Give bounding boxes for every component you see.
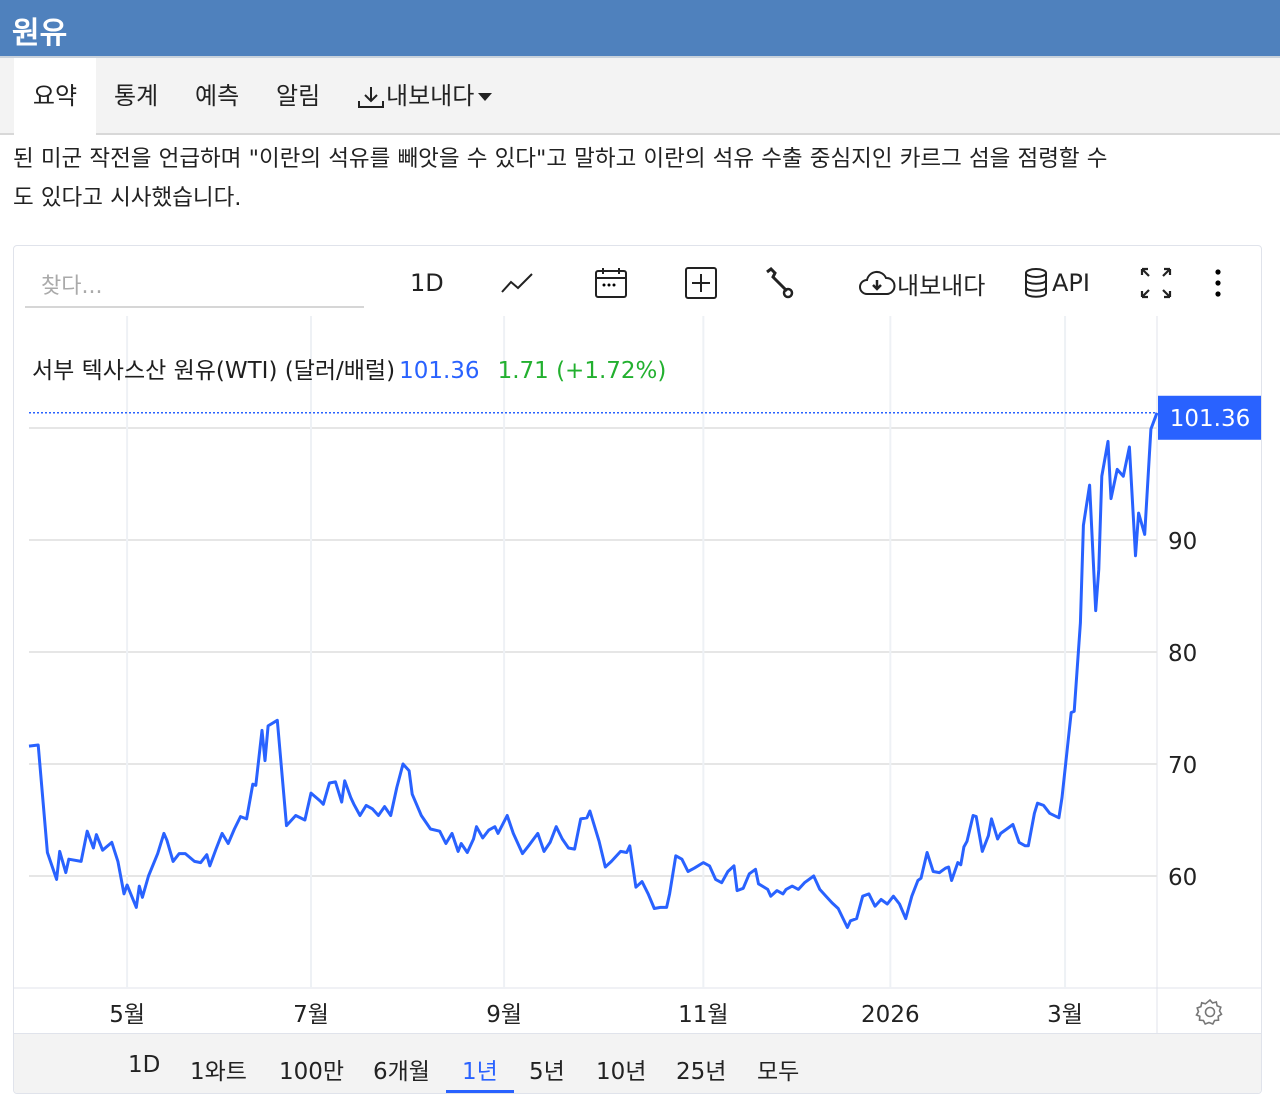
export-button[interactable]: 내보내다 (857, 263, 985, 303)
range-button[interactable]: 25년 (676, 1059, 727, 1085)
legend-symbol-name: 서부 텍사스산 원유(WTI) (달러/배럴) (32, 358, 396, 384)
tab-export-label: 내보내다 (386, 82, 475, 110)
page-title: 원유 (12, 16, 68, 51)
y-tick-label: 80 (1168, 641, 1197, 667)
page-header: 원유 (0, 0, 1280, 58)
legend-change: 1.71 (+1.72%) (497, 358, 667, 384)
last-price-badge (1158, 395, 1261, 440)
line-chart-icon (501, 273, 533, 293)
x-tick-label: 5월 (109, 1002, 145, 1028)
download-icon (358, 87, 384, 108)
api-button[interactable]: API (1022, 263, 1090, 303)
tab-statistics[interactable]: 통계 (114, 82, 159, 110)
range-button[interactable]: 100만 (279, 1059, 345, 1085)
article-line: 도 있다고 시사했습니다. (13, 185, 242, 211)
cloud-download-icon (859, 270, 896, 295)
tab-export[interactable]: 내보내다 (356, 58, 493, 135)
y-tick-label: 60 (1168, 865, 1197, 891)
time-range-bar: 1D 1와트 100만 6개월 1년 5년 10년 25년 모두 (14, 1033, 1261, 1093)
x-tick-label: 9월 (486, 1002, 522, 1028)
y-tick-label: 70 (1168, 753, 1197, 779)
price-line-series (28, 412, 1159, 929)
interval-button[interactable]: 1D (410, 269, 444, 297)
x-tick-label: 3월 (1047, 1002, 1083, 1028)
wrench-icon (766, 267, 794, 299)
settings-gear-icon[interactable] (1195, 997, 1225, 1027)
article-text: 된 미군 작전을 언급하며 "이란의 석유를 빼앗을 수 있다"고 말하고 이란… (13, 140, 1275, 218)
range-button[interactable]: 6개월 (373, 1059, 430, 1085)
chart-type-button[interactable] (499, 263, 535, 303)
date-range-button[interactable] (594, 263, 628, 303)
database-icon (1025, 268, 1047, 298)
range-button[interactable]: 1년 (446, 1052, 514, 1093)
x-tick-label: 11월 (678, 1002, 728, 1028)
range-button[interactable]: 1와트 (190, 1059, 247, 1085)
api-label: API (1052, 269, 1090, 297)
symbol-search-input[interactable] (25, 266, 364, 308)
calendar-icon (595, 268, 627, 298)
price-chart[interactable]: 60 70 80 90 5월 7월 9월 11월 2026 3월 101.36 (14, 246, 1262, 1036)
range-button[interactable]: 5년 (529, 1059, 565, 1085)
legend-price: 101.36 (399, 358, 480, 384)
more-options-button[interactable] (1208, 263, 1228, 303)
more-vertical-icon (1215, 269, 1221, 297)
tab-alerts[interactable]: 알림 (276, 82, 321, 110)
chart-legend: 서부 텍사스산 원유(WTI) (달러/배럴) 101.36 1.71 (+1.72… (32, 351, 666, 385)
fullscreen-button[interactable] (1138, 263, 1174, 303)
y-tick-label: 90 (1168, 529, 1197, 555)
chart-widget: 1D 내보내다 API 60 70 80 90 5월 7월 9월 11월 2026 3월 101.3… (13, 245, 1262, 1094)
tab-summary[interactable]: 요약 (14, 58, 96, 137)
tab-forecast[interactable]: 예측 (195, 82, 240, 110)
caret-down-icon (478, 93, 493, 101)
range-button[interactable]: 10년 (596, 1059, 647, 1085)
article-line: 된 미군 작전을 언급하며 "이란의 석유를 빼앗을 수 있다"고 말하고 이란… (13, 146, 1108, 172)
compare-button[interactable] (684, 263, 718, 303)
x-tick-label: 2026 (861, 1002, 920, 1028)
fullscreen-icon (1140, 267, 1172, 299)
tab-bar: 요약 통계 예측 알림 내보내다 (0, 58, 1280, 137)
range-button[interactable]: 1D (128, 1052, 161, 1078)
plus-box-icon (685, 267, 717, 299)
x-tick-label: 7월 (293, 1002, 329, 1028)
range-button[interactable]: 모두 (757, 1059, 800, 1085)
export-label: 내보내다 (897, 271, 986, 300)
indicators-button[interactable] (763, 263, 795, 303)
last-price-label: 101.36 (1170, 406, 1250, 432)
